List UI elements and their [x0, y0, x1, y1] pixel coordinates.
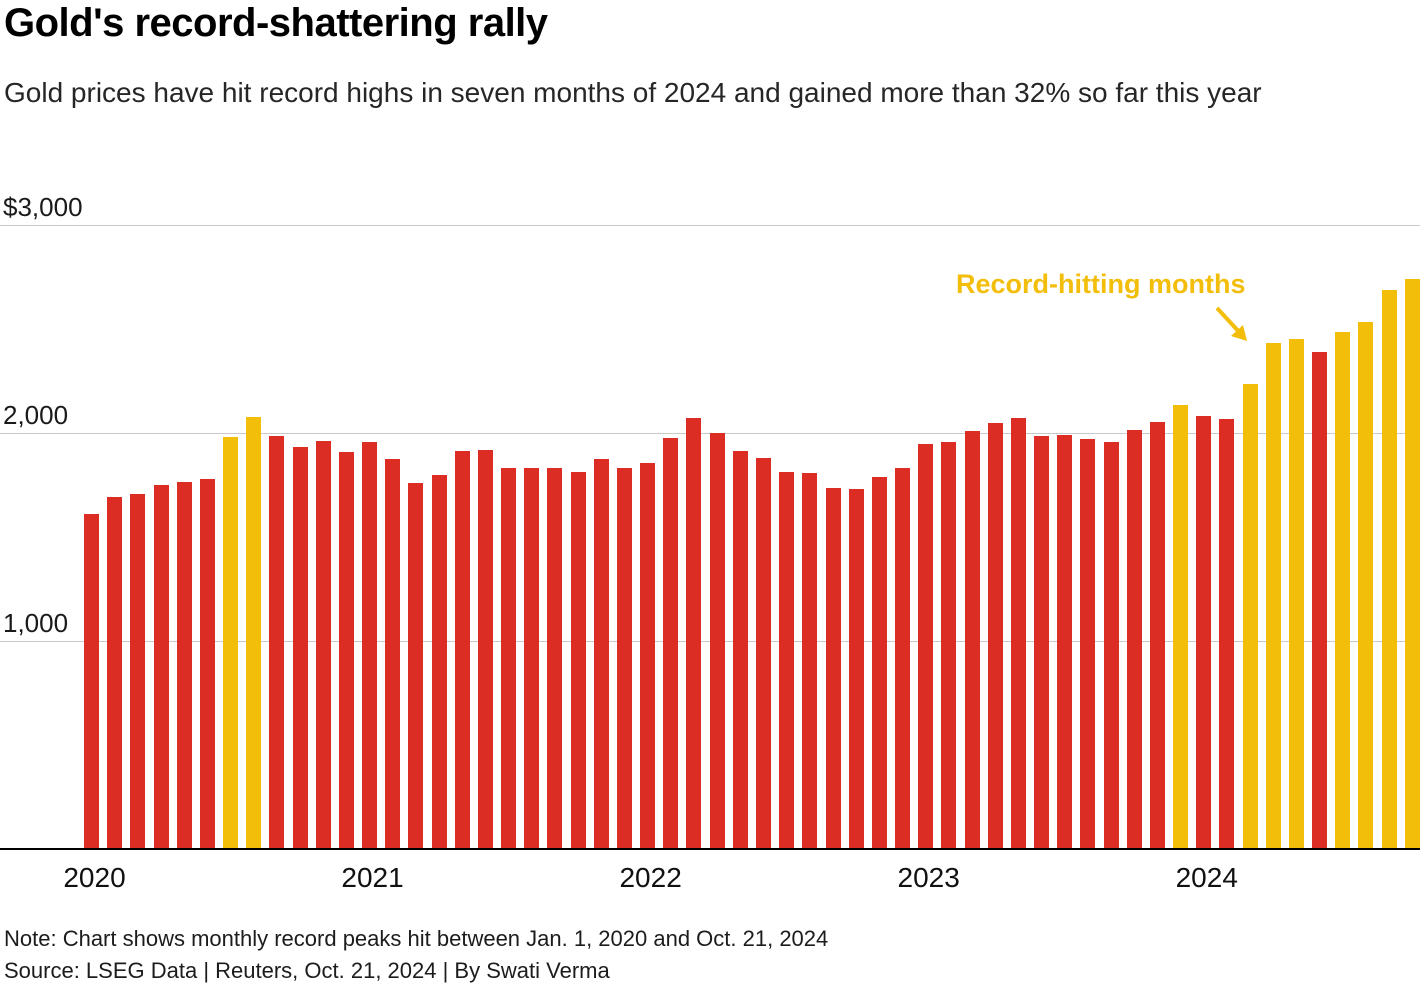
bar-2022-06 [755, 458, 771, 849]
bar-2024-04 [1265, 343, 1281, 849]
bar-2020-09 [269, 435, 285, 849]
bar-2021-10 [570, 472, 586, 849]
bar-2024-01 [1196, 416, 1212, 849]
bar-2021-01 [362, 441, 378, 849]
bar-2022-07 [779, 471, 795, 849]
bar-2023-11 [1149, 422, 1165, 849]
bar-2024-07 [1335, 331, 1351, 849]
bar-2021-08 [524, 467, 540, 849]
bar-2020-01 [84, 513, 99, 849]
bar-2023-01 [918, 443, 934, 849]
x-axis-line [0, 848, 1420, 850]
bar-2023-08 [1080, 438, 1096, 849]
bar-2023-05 [1010, 417, 1026, 849]
bar-2024-09 [1381, 290, 1397, 849]
bar-2022-10 [848, 488, 864, 849]
bar-2022-05 [732, 451, 748, 849]
bar-2021-04 [431, 474, 447, 849]
bar-2022-12 [895, 468, 911, 849]
bar-2023-03 [964, 430, 980, 849]
bar-2021-12 [616, 468, 632, 849]
annotation-arrow-icon [1215, 306, 1247, 341]
bar-2021-05 [454, 450, 470, 849]
page-subtitle: Gold prices have hit record highs in sev… [4, 77, 1262, 108]
x-year-label-2024: 2024 [1175, 862, 1238, 893]
bar-2021-09 [547, 467, 563, 849]
y-tick-label: 1,000 [3, 607, 69, 638]
bar-2020-05 [176, 481, 192, 849]
bar-2021-07 [501, 467, 517, 849]
bar-2023-04 [987, 422, 1003, 849]
bar-2020-04 [153, 485, 169, 849]
bar-2021-02 [385, 459, 401, 849]
bar-2024-08 [1358, 322, 1374, 849]
y-tick-label: 2,000 [3, 399, 69, 430]
bar-2020-06 [199, 478, 215, 849]
x-year-label-2023: 2023 [897, 862, 960, 893]
bar-2022-03 [686, 418, 702, 849]
bar-2020-08 [246, 417, 262, 849]
bar-2022-04 [709, 433, 725, 849]
page-title: Gold's record-shattering rally [4, 1, 548, 45]
note-text: Note: Chart shows monthly record peaks h… [4, 926, 829, 951]
x-year-label-2020: 2020 [63, 862, 126, 893]
bar-2024-03 [1242, 384, 1258, 849]
x-year-label-2021: 2021 [341, 862, 404, 893]
bar-2022-01 [640, 463, 656, 849]
bar-2023-07 [1057, 435, 1073, 849]
gridline-3000 [0, 224, 1420, 226]
bar-2022-02 [663, 438, 679, 849]
bar-2020-11 [315, 440, 331, 849]
bar-2024-05 [1288, 338, 1304, 849]
bar-2023-09 [1103, 442, 1119, 849]
bar-2023-12 [1173, 404, 1189, 849]
bar-2023-10 [1126, 430, 1142, 849]
bar-2023-02 [941, 441, 957, 849]
bar-2020-02 [107, 497, 123, 849]
bar-2022-08 [802, 472, 818, 849]
annotation-label: Record-hitting months [956, 269, 1246, 299]
bar-2024-02 [1219, 419, 1235, 849]
bar-2020-12 [338, 452, 354, 849]
bar-2021-03 [408, 483, 424, 849]
source-text: Source: LSEG Data | Reuters, Oct. 21, 20… [4, 958, 610, 983]
bar-2020-10 [292, 446, 308, 849]
bar-2024-10 [1404, 278, 1420, 849]
bar-2023-06 [1034, 436, 1050, 849]
bar-2021-11 [593, 458, 609, 849]
x-year-label-2022: 2022 [619, 862, 682, 893]
bar-2021-06 [477, 450, 493, 849]
bar-2020-07 [223, 436, 239, 849]
y-tick-label: $3,000 [3, 191, 83, 222]
bar-2020-03 [130, 494, 146, 849]
bar-2022-11 [871, 477, 887, 849]
bar-2024-06 [1312, 352, 1328, 849]
bar-2022-09 [825, 487, 841, 849]
